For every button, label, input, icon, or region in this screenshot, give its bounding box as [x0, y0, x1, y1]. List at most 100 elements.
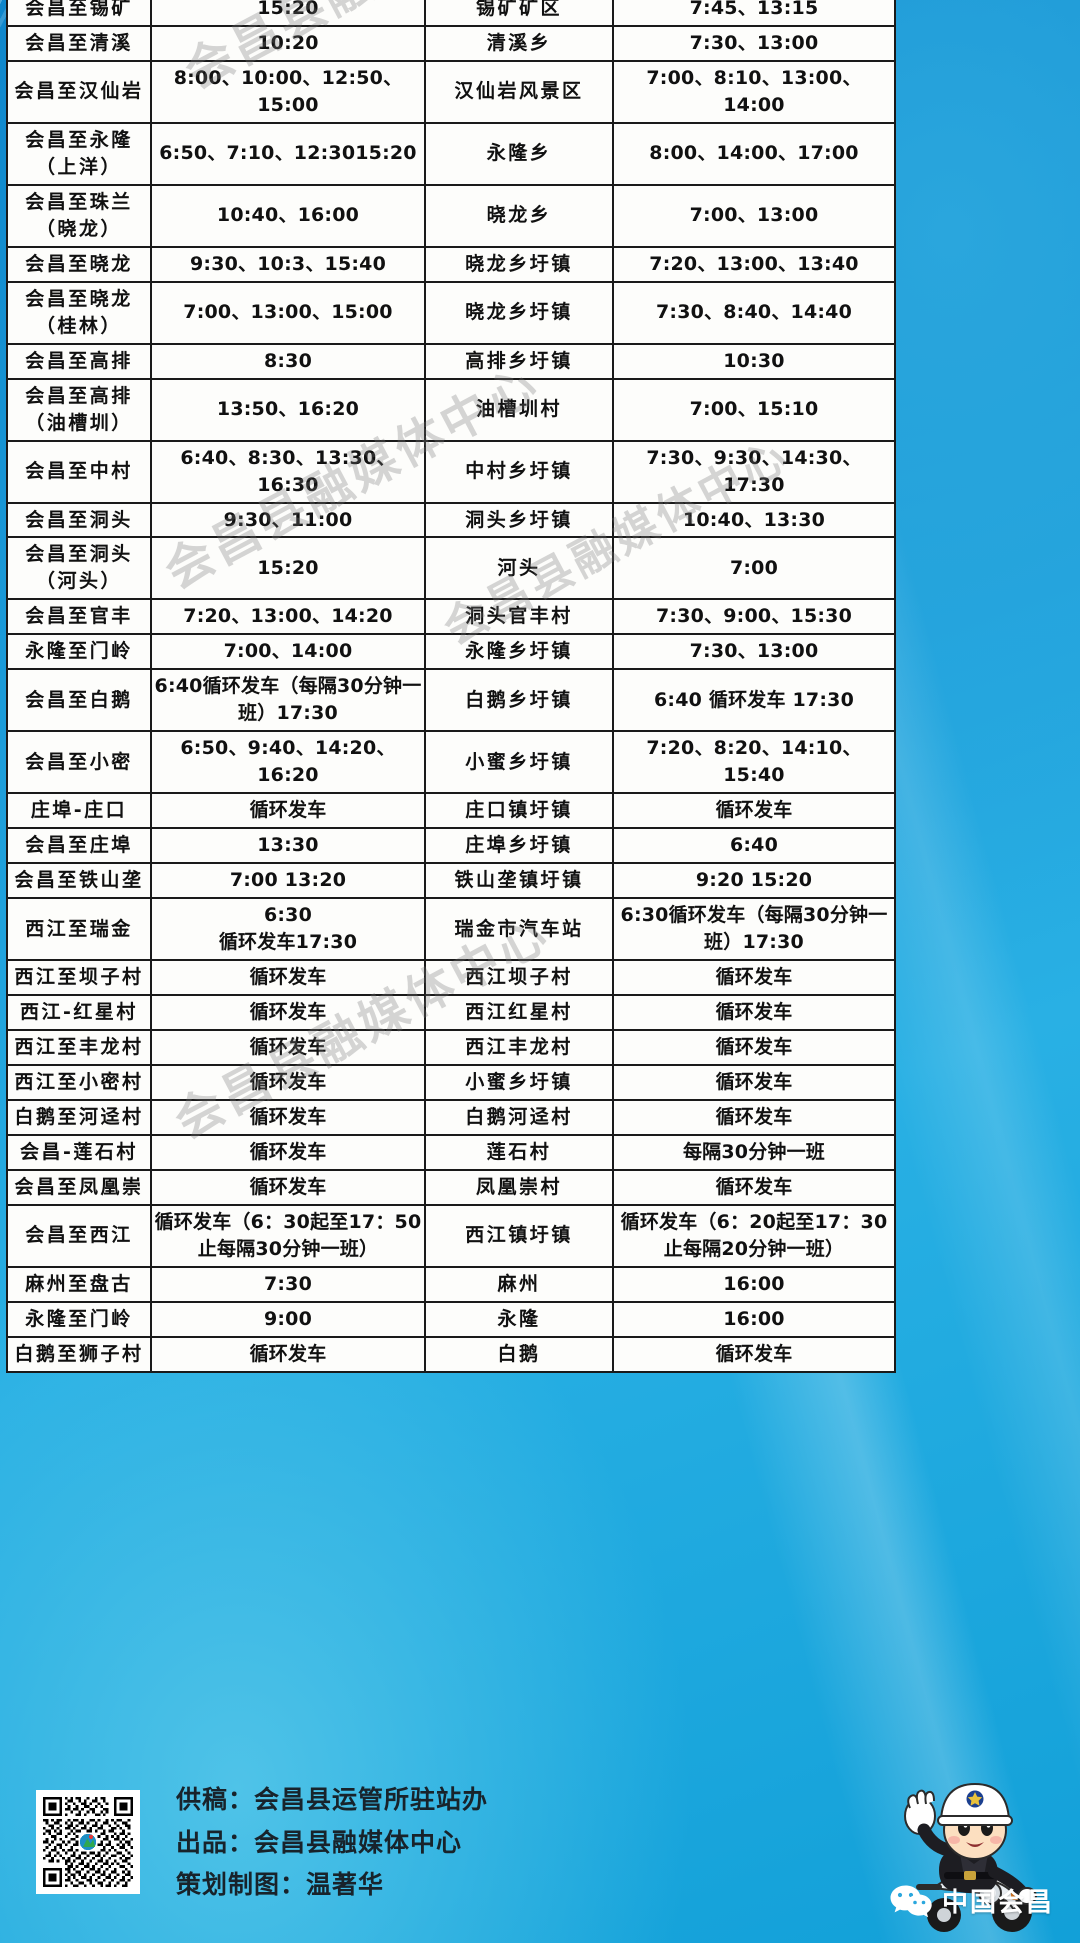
return-time-cell: 循环发车（6：20起至17：30止每隔20分钟一班） [612, 1203, 896, 1268]
depart-time-cell: 循环发车 [150, 1063, 426, 1101]
table-row: 西江至小密村 循环发车 小蜜乡圩镇 循环发车 [6, 1063, 896, 1101]
return-time-cell: 7:30、13:00 [612, 633, 896, 671]
destination-cell: 永隆乡 [424, 121, 614, 186]
return-time-cell: 循环发车 [612, 1029, 896, 1066]
route-cell: 西江至丰龙村 [6, 1029, 152, 1066]
depart-time-cell: 7:00 13:20 [150, 862, 426, 900]
credit-line-producer: 出品：会昌县融媒体中心 [176, 1827, 463, 1857]
route-cell: 会昌至中村 [6, 439, 152, 504]
table-row: 永隆至门岭 7:00、14:00 永隆乡圩镇 7:30、13:00 [6, 633, 896, 671]
destination-cell: 瑞金市汽车站 [424, 897, 614, 962]
destination-cell: 永隆乡圩镇 [424, 633, 614, 671]
depart-time-cell: 13:30 [150, 827, 426, 865]
depart-time-cell: 8:30 [150, 342, 426, 380]
table-row: 会昌至小密 6:50、9:40、14:20、16:20 小蜜乡圩镇 7:20、8:20… [6, 730, 896, 795]
route-cell: 会昌至汉仙岩 [6, 59, 152, 124]
depart-time-cell: 循环发车（6：30起至17：50止每隔30分钟一班） [150, 1203, 426, 1268]
route-cell: 会昌至凤凰崇 [6, 1168, 152, 1206]
return-time-cell: 循环发车 [612, 792, 896, 830]
return-time-cell: 6:40 循环发车 17:30 [612, 668, 896, 733]
return-time-cell: 7:30、8:40、14:40 [612, 280, 896, 345]
credit-line-designer: 策划制图：温著华 [176, 1870, 385, 1899]
route-cell: 白鹅至河迳村 [6, 1098, 152, 1136]
return-time-cell: 6:30循环发车（每隔30分钟一班）17:30 [612, 897, 896, 962]
table-row: 麻州至盘古 7:30 麻州 16:00 [6, 1265, 896, 1303]
depart-time-cell: 13:50、16:20 [150, 377, 426, 442]
route-cell: 会昌至锡矿 [6, 0, 152, 27]
return-time-cell: 7:00、8:10、13:00、14:00 [612, 59, 896, 124]
destination-cell: 洞头官丰村 [424, 598, 614, 636]
route-cell: 会昌至洞头 [6, 501, 152, 539]
depart-time-cell: 15:20 [150, 0, 426, 27]
depart-time-cell: 15:20 [150, 536, 426, 601]
brand-name: 中国会昌 [941, 1888, 1054, 1918]
depart-time-cell: 6:40、8:30、13:30、16:30 [150, 439, 426, 504]
depart-time-cell: 6:30 循环发车17:30 [150, 897, 426, 962]
table-row: 会昌至高排 8:30 高排乡圩镇 10:30 [6, 342, 896, 380]
table-row: 西江至丰龙村 循环发车 西江丰龙村 循环发车 [6, 1029, 896, 1066]
destination-cell: 油槽圳村 [424, 377, 614, 442]
table-row: 会昌至凤凰崇 循环发车 凤凰崇村 循环发车 [6, 1168, 896, 1206]
depart-time-cell: 7:00、14:00 [150, 633, 426, 671]
table-row: 会昌至官丰 7:20、13:00、14:20 洞头官丰村 7:30、9:00、15:3… [6, 598, 896, 636]
table-row: 会昌至白鹅 6:40循环发车（每隔30分钟一班）17:30 白鹅乡圩镇 6:40 循环… [6, 668, 896, 733]
destination-cell: 小蜜乡圩镇 [424, 1063, 614, 1101]
schedule-table-wrapper: 会昌至锡矿 15:20 锡矿矿区 7:45、13:15 会昌至清溪 10:20 清溪乡 7:3… [6, 0, 896, 1373]
table-row: 西江-红星村 循环发车 西江红星村 循环发车 [6, 994, 896, 1031]
return-time-cell: 循环发车 [612, 959, 896, 997]
depart-time-cell: 6:50、7:10、12:3015:20 [150, 121, 426, 186]
table-row: 会昌至中村 6:40、8:30、13:30、16:30 中村乡圩镇 7:30、9:30… [6, 439, 896, 504]
route-cell: 会昌至官丰 [6, 598, 152, 636]
return-time-cell: 10:40、13:30 [612, 501, 896, 539]
table-row: 会昌至西江 循环发车（6：30起至17：50止每隔30分钟一班） 西江镇圩镇 循环发车… [6, 1203, 896, 1268]
depart-time-cell: 循环发车 [150, 1029, 426, 1066]
depart-time-cell: 9:30、11:00 [150, 501, 426, 539]
route-cell: 会昌至庄埠 [6, 827, 152, 865]
return-time-cell: 7:30、9:30、14:30、17:30 [612, 439, 896, 504]
route-cell: 白鹅至狮子村 [6, 1335, 152, 1373]
destination-cell: 汉仙岩风景区 [424, 59, 614, 124]
depart-time-cell: 6:40循环发车（每隔30分钟一班）17:30 [150, 668, 426, 733]
route-cell: 西江至瑞金 [6, 897, 152, 962]
destination-cell: 麻州 [424, 1265, 614, 1303]
route-cell: 会昌至珠兰（晓龙） [6, 183, 152, 248]
depart-time-cell: 7:00、13:00、15:00 [150, 280, 426, 345]
destination-cell: 小蜜乡圩镇 [424, 730, 614, 795]
depart-time-cell: 循环发车 [150, 959, 426, 997]
route-cell: 西江至小密村 [6, 1063, 152, 1101]
table-row: 会昌至汉仙岩 8:00、10:00、12:50、15:00 汉仙岩风景区 7:00、8… [6, 59, 896, 124]
destination-cell: 锡矿矿区 [424, 0, 614, 27]
table-row: 西江至瑞金 6:30 循环发车17:30 瑞金市汽车站 6:30循环发车（每隔30分钟一… [6, 897, 896, 962]
return-time-cell: 16:00 [612, 1265, 896, 1303]
table-row: 会昌至晓龙 9:30、10:3、15:40 晓龙乡圩镇 7:20、13:00、13:4… [6, 245, 896, 283]
destination-cell: 西江坝子村 [424, 959, 614, 997]
table-row: 白鹅至狮子村 循环发车 白鹅 循环发车 [6, 1335, 896, 1373]
table-row: 会昌-莲石村 循环发车 莲石村 每隔30分钟一班 [6, 1133, 896, 1171]
depart-time-cell: 10:20 [150, 24, 426, 62]
table-row: 会昌至晓龙（桂林） 7:00、13:00、15:00 晓龙乡圩镇 7:30、8:40、… [6, 280, 896, 345]
table-row: 会昌至铁山垄 7:00 13:20 铁山垄镇圩镇 9:20 15:20 [6, 862, 896, 900]
table-row: 西江至坝子村 循环发车 西江坝子村 循环发车 [6, 959, 896, 997]
return-time-cell: 16:00 [612, 1300, 896, 1338]
return-time-cell: 6:40 [612, 827, 896, 865]
table-row: 白鹅至河迳村 循环发车 白鹅河迳村 循环发车 [6, 1098, 896, 1136]
return-time-cell: 每隔30分钟一班 [612, 1133, 896, 1171]
depart-time-cell: 循环发车 [150, 792, 426, 830]
return-time-cell: 7:30、9:00、15:30 [612, 598, 896, 636]
return-time-cell: 7:00、13:00 [612, 183, 896, 248]
destination-cell: 洞头乡圩镇 [424, 501, 614, 539]
table-row: 会昌至永隆（上洋） 6:50、7:10、12:3015:20 永隆乡 8:00、14:… [6, 121, 896, 186]
destination-cell: 晓龙乡圩镇 [424, 245, 614, 283]
depart-time-cell: 循环发车 [150, 1335, 426, 1373]
wechat-brand[interactable]: 中国会昌 [889, 1882, 1054, 1919]
bus-schedule-table: 会昌至锡矿 15:20 锡矿矿区 7:45、13:15 会昌至清溪 10:20 清溪乡 7:3… [6, 0, 896, 1373]
return-time-cell: 循环发车 [612, 1335, 896, 1373]
poster-footer: 供稿：会昌县运管所驻站办 出品：会昌县融媒体中心 策划制图：温著华 [0, 1765, 1080, 1943]
qr-code[interactable] [36, 1790, 140, 1894]
depart-time-cell: 10:40、16:00 [150, 183, 426, 248]
destination-cell: 白鹅河迳村 [424, 1098, 614, 1136]
depart-time-cell: 循环发车 [150, 1133, 426, 1171]
route-cell: 会昌至小密 [6, 730, 152, 795]
return-time-cell: 7:20、8:20、14:10、15:40 [612, 730, 896, 795]
destination-cell: 西江镇圩镇 [424, 1203, 614, 1268]
